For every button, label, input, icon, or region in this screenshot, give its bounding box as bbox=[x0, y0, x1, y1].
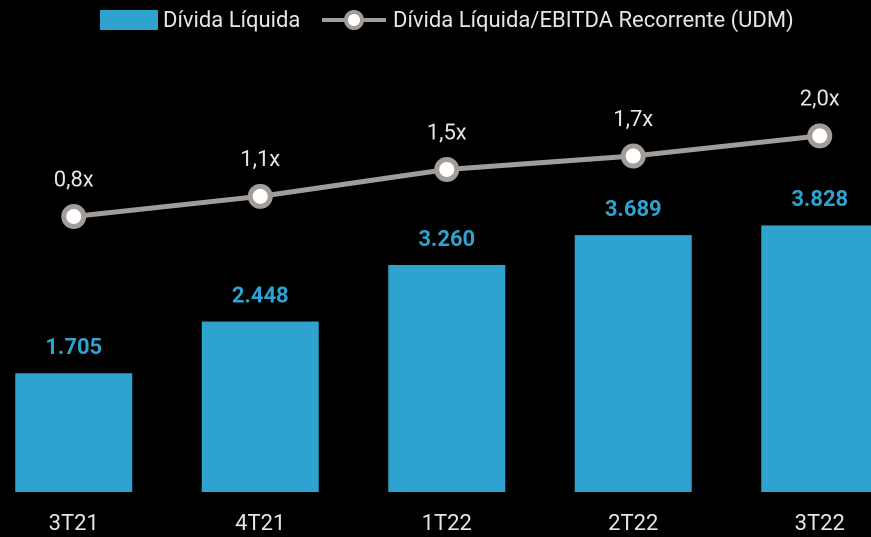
legend-label: Dívida Líquida/EBITDA Recorrente (UDM) bbox=[393, 8, 794, 33]
x-tick-label: 3T21 bbox=[49, 511, 99, 536]
line-value-label: 1,7x bbox=[613, 107, 653, 132]
line-value-label: 1,5x bbox=[427, 120, 467, 145]
x-tick-label: 4T21 bbox=[235, 511, 285, 536]
x-tick-label: 3T22 bbox=[795, 511, 845, 536]
legend-swatch bbox=[100, 10, 158, 30]
x-tick-label: 1T22 bbox=[422, 511, 472, 536]
legend-marker bbox=[344, 10, 364, 30]
value-label: 1.705 bbox=[45, 335, 102, 360]
value-label: 3.689 bbox=[605, 197, 662, 222]
bar bbox=[574, 235, 692, 492]
bar bbox=[15, 373, 133, 492]
bar bbox=[201, 321, 319, 492]
line-marker bbox=[620, 143, 646, 169]
legend-label: Dívida Líquida bbox=[163, 8, 300, 33]
line-value-label: 0,8x bbox=[54, 167, 94, 192]
value-label: 3.828 bbox=[791, 187, 848, 212]
line-marker bbox=[247, 183, 273, 209]
value-label: 2.448 bbox=[232, 283, 289, 308]
bar bbox=[761, 225, 871, 492]
bar bbox=[388, 264, 506, 492]
line-marker bbox=[434, 156, 460, 182]
line-marker bbox=[61, 204, 87, 230]
value-label: 3.260 bbox=[418, 227, 475, 252]
line-value-label: 2,0x bbox=[800, 87, 840, 112]
line-value-label: 1,1x bbox=[240, 147, 280, 172]
line-marker bbox=[807, 123, 833, 149]
x-tick-label: 2T22 bbox=[608, 511, 658, 536]
